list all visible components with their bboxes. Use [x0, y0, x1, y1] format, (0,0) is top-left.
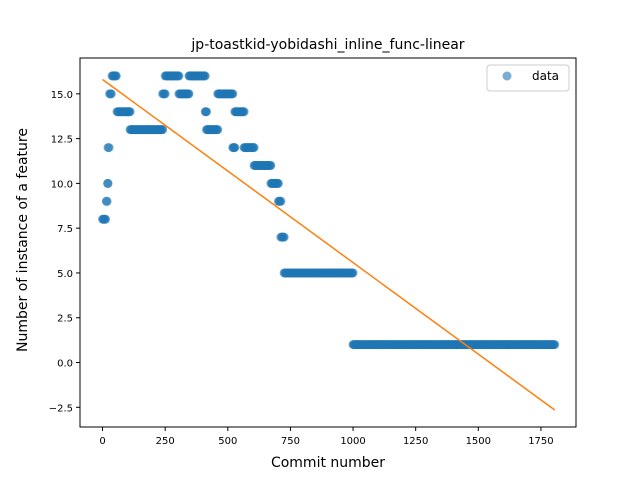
- x-tick-label: 1750: [528, 436, 553, 447]
- legend: data: [486, 64, 570, 92]
- y-tick-label: 15.0: [51, 90, 73, 101]
- data-point: [249, 143, 259, 153]
- x-tick-label: 1000: [340, 436, 365, 447]
- data-point: [279, 232, 289, 242]
- data-point: [202, 107, 212, 117]
- y-axis-ticks: −2.5 0.0 2.5 5.0 7.5 10.0 12.5 15.0: [49, 90, 80, 414]
- data-point: [111, 71, 121, 81]
- fit-line: [102, 78, 556, 411]
- x-tick-label: 500: [218, 436, 237, 447]
- data-point: [266, 160, 276, 170]
- legend-box: [486, 64, 570, 92]
- y-tick-label: 2.5: [57, 314, 73, 325]
- data-point: [184, 89, 194, 99]
- x-tick-label: 750: [281, 436, 300, 447]
- y-tick-label: 7.5: [57, 224, 73, 235]
- x-tick-label: 0: [99, 436, 105, 447]
- data-point: [104, 143, 114, 153]
- x-axis-ticks: 0 250 500 750 1000 1250 1500 1750: [99, 427, 554, 447]
- data-point: [273, 178, 283, 188]
- legend-marker-data: [502, 71, 512, 81]
- y-tick-label: 10.0: [51, 179, 73, 190]
- x-tick-label: 250: [156, 436, 175, 447]
- fit-line-layer: [102, 78, 556, 411]
- data-point: [106, 89, 116, 99]
- data-point: [239, 107, 249, 117]
- data-point: [160, 89, 170, 99]
- data-point: [101, 214, 111, 224]
- y-tick-label: 12.5: [51, 135, 73, 146]
- x-tick-label: 1500: [466, 436, 491, 447]
- data-point: [102, 196, 112, 206]
- data-point: [228, 89, 238, 99]
- y-tick-label: −2.5: [49, 403, 73, 414]
- y-axis-label: Number of instance of a feature: [15, 128, 31, 352]
- x-axis-label: Commit number: [271, 455, 385, 471]
- plot-frame: [79, 57, 577, 428]
- data-point: [213, 125, 223, 135]
- data-point: [125, 107, 135, 117]
- legend-label-data: data: [532, 69, 559, 83]
- data-point: [230, 143, 240, 153]
- data-point: [158, 125, 168, 135]
- data-point: [174, 71, 184, 81]
- y-tick-label: 0.0: [57, 359, 73, 370]
- data-point: [103, 178, 113, 188]
- data-points: [98, 71, 560, 350]
- data-point: [348, 268, 358, 278]
- x-tick-label: 1250: [403, 436, 428, 447]
- chart-title: jp-toastkid-yobidashi_inline_func-linear: [190, 37, 464, 53]
- data-point: [550, 340, 560, 350]
- data-point: [276, 196, 286, 206]
- data-point: [200, 71, 210, 81]
- y-tick-label: 5.0: [57, 269, 73, 280]
